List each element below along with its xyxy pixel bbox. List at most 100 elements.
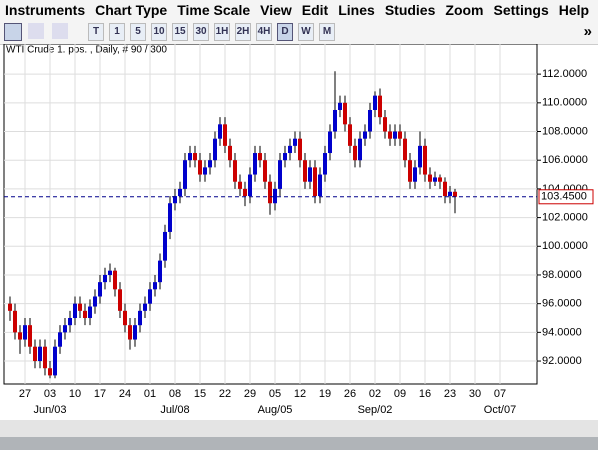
candle-body [428, 174, 432, 182]
candle-body [353, 145, 357, 161]
candle-body [218, 124, 222, 139]
timeframe-button[interactable]: 1 [109, 23, 125, 41]
chart-title: WTI Crude 1. pos. , Daily, # 90 / 300 [6, 45, 167, 56]
menu-item[interactable]: Edit [301, 2, 329, 18]
candle-body [143, 303, 147, 311]
candle-body [338, 102, 342, 110]
candle-body [253, 153, 257, 175]
timeframe-button[interactable]: 5 [130, 23, 146, 41]
x-tick-label: 07 [494, 388, 506, 400]
candle-body [438, 177, 442, 182]
menu-item[interactable]: Help [558, 2, 590, 18]
y-tick-label: 98.0000 [542, 269, 582, 281]
candle-body [188, 153, 192, 161]
candle-body [298, 138, 302, 161]
taskbar [0, 437, 598, 450]
candle-body [163, 231, 167, 261]
candle-body [228, 145, 232, 161]
candle-body [43, 346, 47, 369]
candle-body [158, 260, 162, 283]
candle-body [363, 131, 367, 139]
x-tick-label: 10 [69, 388, 81, 400]
candle-body [433, 177, 437, 182]
candle-body [28, 325, 32, 347]
candle-body [123, 310, 127, 326]
menu-item[interactable]: Lines [338, 2, 375, 18]
candle-body [178, 188, 182, 197]
candle-body [378, 95, 382, 118]
x-month-label: Sep/02 [358, 404, 393, 416]
chart: WTI Crude 1. pos. , Daily, # 90 / 300 92… [3, 44, 594, 416]
candle-body [393, 131, 397, 139]
more-button[interactable]: » [583, 23, 592, 40]
candle-body [333, 109, 337, 132]
candle-body [288, 145, 292, 154]
candle-body [368, 109, 372, 132]
x-tick-label: 15 [194, 388, 206, 400]
x-tick-label: 30 [469, 388, 481, 400]
x-tick-label: 08 [169, 388, 181, 400]
candle-body [323, 153, 327, 175]
timeframe-button[interactable]: 15 [172, 23, 188, 41]
timeframe-button[interactable]: 4H [256, 23, 272, 41]
timeframe-button[interactable]: D [277, 23, 293, 41]
x-tick-label: 02 [369, 388, 381, 400]
candle-body [58, 332, 62, 347]
menu-item[interactable]: Studies [384, 2, 436, 18]
candle-body [63, 325, 67, 333]
candle-body [53, 346, 57, 376]
y-tick-label: 100.0000 [542, 240, 588, 252]
candle-body [88, 306, 92, 319]
candle-body [68, 318, 72, 326]
candle-body [153, 282, 157, 290]
menu-item[interactable]: Settings [493, 2, 549, 18]
candle-body [343, 102, 347, 125]
timeframe-button[interactable]: 1H [214, 23, 230, 41]
candle-body [273, 188, 277, 204]
candle-body [348, 124, 352, 146]
y-tick-label: 96.0000 [542, 298, 582, 310]
menu-item[interactable]: Chart Type [95, 2, 168, 18]
x-tick-label: 17 [94, 388, 106, 400]
candle-body [303, 160, 307, 182]
y-tick-label: 102.0000 [542, 211, 588, 223]
candle-body [238, 181, 242, 189]
candle-body [83, 310, 87, 319]
candle-body [443, 181, 447, 197]
x-month-label: Aug/05 [258, 404, 293, 416]
candle-body [23, 325, 27, 340]
timeframe-button[interactable]: 30 [193, 23, 209, 41]
status-strip [0, 420, 598, 437]
candle-body [48, 368, 52, 376]
timeframe-button[interactable]: M [319, 23, 335, 41]
chart-icons [4, 23, 76, 41]
x-month-label: Jun/03 [33, 404, 66, 416]
y-tick-label: 106.0000 [542, 154, 588, 166]
candle-body [38, 346, 42, 362]
candle-body [453, 191, 457, 197]
menu-item[interactable]: Zoom [445, 2, 484, 18]
x-tick-label: 12 [294, 388, 306, 400]
candle-body [258, 153, 262, 161]
menu-item[interactable]: Instruments [5, 2, 86, 18]
candle-body [263, 160, 267, 182]
candle-body [13, 310, 17, 333]
timeframe-button[interactable]: T [88, 23, 104, 41]
candle-body [223, 124, 227, 146]
candle-body [418, 145, 422, 168]
y-tick-label: 92.0000 [542, 355, 582, 367]
x-tick-label: 03 [44, 388, 56, 400]
timeframe-button[interactable]: 10 [151, 23, 167, 41]
candle-body [128, 325, 132, 340]
candle-body [98, 282, 102, 297]
menu-item[interactable]: View [260, 2, 292, 18]
timeframe-button[interactable]: W [298, 23, 314, 41]
x-tick-label: 24 [119, 388, 131, 400]
candle-body [313, 167, 317, 197]
candle-body [373, 95, 377, 110]
timeframe-button[interactable]: 2H [235, 23, 251, 41]
menu-item[interactable]: Time Scale [177, 2, 251, 18]
candle-body [73, 303, 77, 319]
x-tick-label: 05 [269, 388, 281, 400]
candle-body [33, 346, 37, 362]
